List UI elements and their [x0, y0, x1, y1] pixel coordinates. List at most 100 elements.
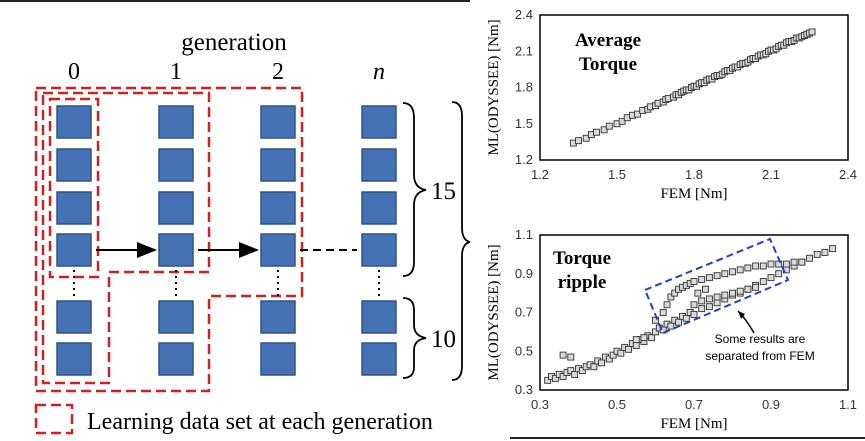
data-point [782, 260, 790, 268]
data-point [632, 341, 640, 349]
generation-header: generation [181, 29, 287, 56]
y-tick-label: 2.1 [515, 43, 533, 58]
x-axis-label: FEM [Nm] [660, 416, 727, 432]
data-point [821, 248, 829, 256]
x-tick-label: 1.1 [839, 397, 857, 412]
data-point [559, 351, 567, 359]
data-point [609, 351, 617, 359]
x-tick-label: 0.9 [762, 397, 780, 412]
x-tick-label: 1.8 [685, 167, 703, 182]
x-tick-label: 2.4 [839, 167, 857, 182]
generation-label-n: n [373, 59, 385, 85]
y-axis-label: ML(ODYSSEE) [Nm] [486, 244, 502, 380]
y-tick-label: 0.7 [515, 305, 533, 320]
count-15-label: 15 [431, 178, 456, 205]
separated-results-highlight [643, 237, 790, 335]
data-point [705, 303, 713, 311]
data-point [813, 250, 821, 258]
data-point [600, 126, 608, 134]
y-tick-label: 0.3 [515, 382, 533, 397]
data-point [659, 326, 667, 334]
sample-square [158, 105, 194, 139]
y-tick-label: 1.5 [515, 116, 533, 131]
data-point [648, 334, 656, 342]
data-point [702, 285, 710, 293]
y-tick-label: 2.4 [515, 7, 533, 22]
data-point [790, 258, 798, 266]
y-tick-label: 0.5 [515, 343, 533, 358]
torque-ripple-chart: 0.3 0.5 0.7 0.9 1.1 0.3 0.5 0.7 0.9 1.1 FEM [Nm] ML… [486, 227, 857, 432]
data-point [752, 262, 760, 270]
data-point [652, 328, 659, 336]
data-point [551, 374, 559, 382]
data-point [690, 278, 698, 285]
sample-square [56, 105, 92, 139]
data-point [675, 318, 683, 326]
learning-set-outline-gen2 [34, 86, 304, 393]
sample-square [260, 300, 296, 334]
data-point [567, 367, 575, 375]
sample-square [260, 233, 296, 267]
sample-square [361, 148, 397, 182]
data-point [721, 291, 729, 299]
sample-square [361, 233, 397, 267]
data-point [544, 376, 552, 384]
x-tick-label: 1.5 [608, 167, 626, 182]
data-point [618, 117, 626, 125]
sample-square [56, 233, 92, 267]
plot-area-frame [539, 14, 849, 161]
sample-square [260, 191, 296, 225]
generation-diagram: generation 0 1 2 n 15 10 Learning data s… [34, 29, 470, 435]
data-point [752, 283, 760, 291]
data-point [698, 305, 706, 313]
sample-square [158, 342, 194, 376]
generation-label-2: 2 [272, 59, 284, 85]
legend-text: Learning data set at each generation [87, 409, 433, 435]
sample-square [56, 148, 92, 182]
y-axis-label: ML(ODYSSEE) [Nm] [486, 19, 502, 155]
x-tick-label: 1.2 [531, 167, 549, 182]
x-tick-label: 0.3 [531, 397, 549, 412]
chart-title: Torque [553, 248, 611, 269]
legend-swatch [34, 403, 74, 435]
data-point [575, 137, 582, 145]
data-point [694, 289, 702, 297]
data-point [729, 289, 736, 297]
data-point [578, 367, 586, 375]
sample-square [361, 300, 397, 334]
data-point [775, 270, 783, 278]
data-point [729, 268, 736, 276]
chart-title: Torque [579, 54, 637, 75]
data-point [593, 128, 600, 136]
data-point [713, 293, 721, 301]
data-point [605, 122, 613, 130]
data-point [767, 260, 775, 268]
chart-title: ripple [558, 272, 607, 293]
data-point [759, 262, 767, 270]
data-point [640, 334, 648, 342]
x-tick-label: 0.5 [608, 397, 626, 412]
data-point [659, 309, 667, 316]
count-10-label: 10 [431, 326, 456, 353]
y-tick-label: 0.9 [515, 266, 533, 281]
sample-square [361, 191, 397, 225]
data-point [808, 28, 816, 36]
data-point [698, 297, 706, 305]
sample-square [260, 148, 296, 182]
data-point [829, 245, 837, 253]
data-point [721, 270, 729, 278]
plot-area-frame [539, 234, 849, 391]
data-point [605, 355, 613, 363]
data-point [705, 274, 713, 282]
sample-square [260, 105, 296, 139]
sample-square [158, 191, 194, 225]
data-point [663, 301, 671, 309]
data-point [625, 345, 633, 353]
sample-squares [56, 105, 397, 376]
sample-square [56, 300, 92, 334]
average-torque-chart: 1.2 1.5 1.8 2.1 2.4 1.2 1.5 1.8 2.1 2.4 FEM [Nm] ML… [486, 7, 857, 202]
data-point [617, 349, 625, 357]
data-point [759, 278, 767, 285]
data-point [567, 353, 575, 361]
data-point [705, 295, 713, 303]
